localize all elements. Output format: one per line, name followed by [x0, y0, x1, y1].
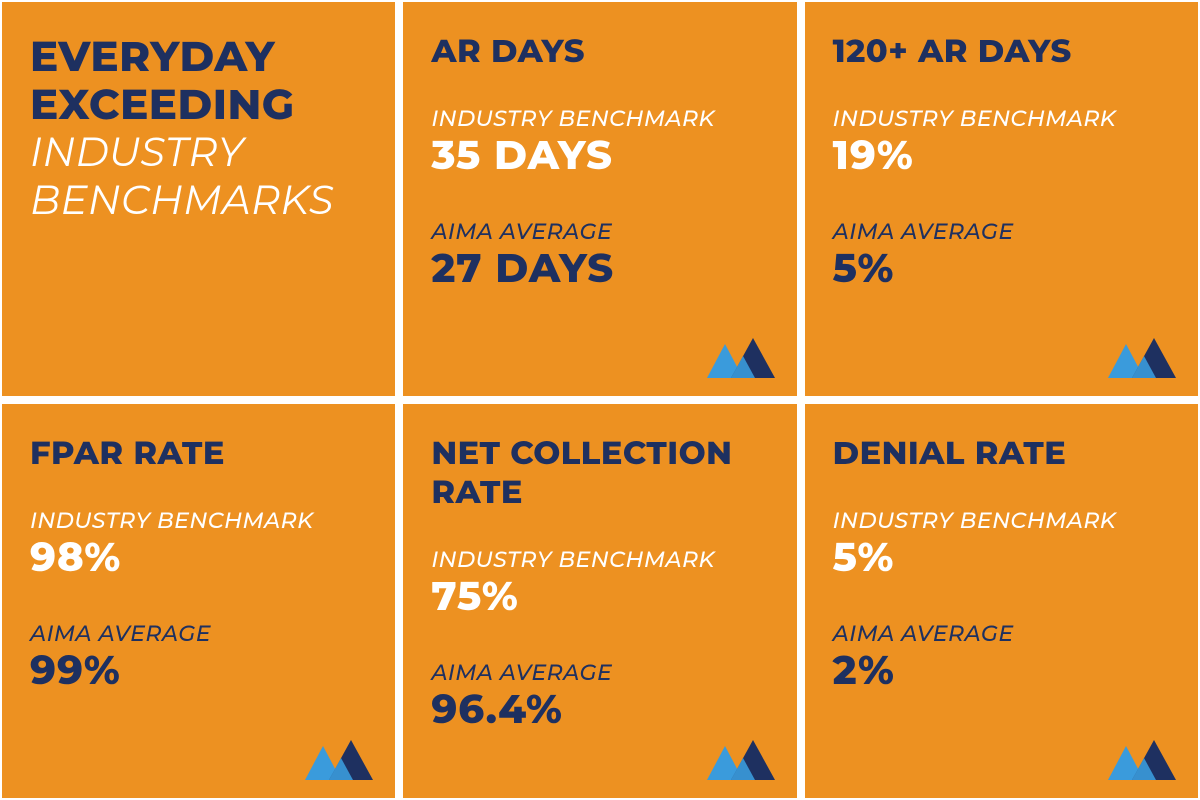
average-value: 27 DAYS: [431, 247, 768, 291]
benchmark-label: INDUSTRY BENCHMARK: [833, 507, 1170, 534]
benchmark-value: 75%: [431, 575, 768, 619]
metric-title: AR DAYS: [431, 32, 768, 71]
tile-denial-rate: DENIAL RATE INDUSTRY BENCHMARK 5% AIMA A…: [805, 404, 1198, 798]
average-value: 96.4%: [431, 688, 768, 732]
aima-logo-icon: [701, 736, 783, 784]
average-label: AIMA AVERAGE: [431, 659, 768, 686]
benchmark-value: 19%: [833, 134, 1170, 178]
aima-logo-icon: [1102, 334, 1184, 382]
tile-ar-days: AR DAYS INDUSTRY BENCHMARK 35 DAYS AIMA …: [403, 2, 796, 396]
tile-120-ar-days: 120+ AR DAYS INDUSTRY BENCHMARK 19% AIMA…: [805, 2, 1198, 396]
benchmark-label: INDUSTRY BENCHMARK: [431, 546, 768, 573]
aima-logo-icon: [1102, 736, 1184, 784]
hero-line-3: INDUSTRY: [30, 129, 367, 177]
metric-title: DENIAL RATE: [833, 434, 1170, 473]
hero-line-4: BENCHMARKS: [30, 177, 367, 225]
hero-line-2: EXCEEDING: [30, 80, 367, 128]
average-value: 5%: [833, 247, 1170, 291]
average-label: AIMA AVERAGE: [833, 218, 1170, 245]
average-label: AIMA AVERAGE: [431, 218, 768, 245]
hero-line-1: EVERYDAY: [30, 32, 367, 80]
average-value: 2%: [833, 649, 1170, 693]
metric-title: 120+ AR DAYS: [833, 32, 1170, 71]
metric-title: FPAR RATE: [30, 434, 367, 473]
benchmark-value: 98%: [30, 536, 367, 580]
tile-net-collection-rate: NET COLLECTION RATE INDUSTRY BENCHMARK 7…: [403, 404, 796, 798]
aima-logo-icon: [299, 736, 381, 784]
benchmark-label: INDUSTRY BENCHMARK: [431, 105, 768, 132]
benchmark-value: 5%: [833, 536, 1170, 580]
average-label: AIMA AVERAGE: [30, 620, 367, 647]
tile-fpar-rate: FPAR RATE INDUSTRY BENCHMARK 98% AIMA AV…: [2, 404, 395, 798]
hero-tile: EVERYDAY EXCEEDING INDUSTRY BENCHMARKS: [2, 2, 395, 396]
metrics-grid: EVERYDAY EXCEEDING INDUSTRY BENCHMARKS A…: [0, 0, 1200, 800]
average-label: AIMA AVERAGE: [833, 620, 1170, 647]
aima-logo-icon: [701, 334, 783, 382]
benchmark-value: 35 DAYS: [431, 134, 768, 178]
benchmark-label: INDUSTRY BENCHMARK: [30, 507, 367, 534]
metric-title: NET COLLECTION RATE: [431, 434, 768, 512]
average-value: 99%: [30, 649, 367, 693]
benchmark-label: INDUSTRY BENCHMARK: [833, 105, 1170, 132]
